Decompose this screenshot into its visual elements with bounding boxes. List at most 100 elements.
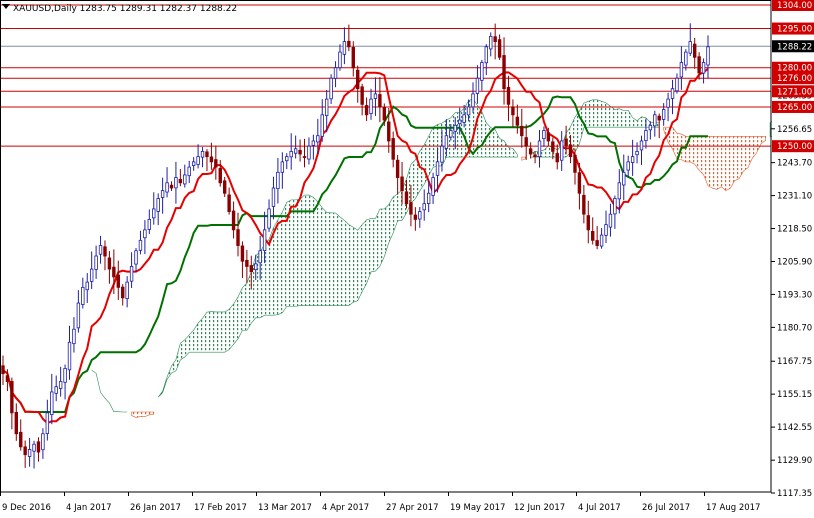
candle: [302, 138, 307, 168]
candle: [50, 373, 54, 425]
y-tick-label: 1180.70: [777, 323, 812, 333]
candle: [528, 142, 533, 159]
candle: [103, 240, 107, 271]
candle: [267, 199, 271, 232]
candle: [697, 52, 701, 80]
candle-body: [165, 182, 169, 193]
level-label-background: [772, 72, 814, 85]
level-label-background: [772, 61, 814, 74]
candle-body: [121, 286, 125, 299]
candle: [45, 399, 50, 441]
candle-body: [245, 259, 249, 267]
candle-body: [568, 144, 573, 158]
indicator-lines: [2, 68, 709, 425]
candle: [422, 189, 426, 221]
candle-body: [449, 130, 453, 138]
candle: [293, 135, 298, 159]
level-label[interactable]: 1280.00: [772, 61, 814, 74]
candle: [205, 149, 209, 172]
current-price-background: [772, 40, 814, 53]
candle: [152, 192, 156, 225]
level-label[interactable]: 1276.00: [772, 72, 814, 85]
candle: [520, 108, 524, 148]
candle-body: [36, 441, 41, 453]
candle-body: [431, 177, 435, 196]
candle: [418, 206, 422, 228]
x-tick-label: 27 Apr 2017: [386, 503, 439, 513]
candle: [502, 37, 506, 105]
candle-body: [684, 51, 688, 66]
candle-body: [5, 375, 10, 382]
candle-body: [622, 171, 626, 186]
candle-body: [502, 55, 506, 90]
candle-body: [418, 211, 422, 220]
candle: [706, 35, 710, 79]
candle: [701, 58, 706, 84]
candle-body: [298, 149, 302, 155]
candle: [387, 107, 391, 153]
candle: [679, 46, 684, 90]
candle: [382, 103, 387, 126]
candle: [604, 210, 608, 243]
candle-body: [214, 159, 218, 168]
candle-body: [666, 98, 670, 108]
candle: [591, 217, 595, 245]
candle: [444, 119, 449, 157]
candle-body: [174, 177, 178, 189]
candle-body: [209, 156, 214, 163]
candle: [125, 276, 129, 308]
candle-body: [378, 94, 382, 108]
candle: [360, 83, 364, 116]
candle: [169, 181, 174, 191]
candle: [675, 73, 679, 94]
candle-body: [258, 250, 262, 264]
candle-body: [639, 140, 644, 151]
level-label[interactable]: 1265.00: [772, 100, 814, 113]
candle-body: [373, 93, 378, 99]
x-tick-label: 12 Jun 2017: [514, 503, 565, 513]
horizontal-levels: [0, 4, 771, 147]
candle: [449, 124, 453, 141]
candle: [19, 419, 23, 451]
candle: [568, 135, 573, 164]
candle-body: [178, 179, 183, 184]
candle-body: [599, 234, 604, 247]
candle-body: [169, 184, 174, 189]
level-label-text: 1276.00: [777, 74, 812, 84]
level-label[interactable]: 1304.00: [772, 0, 814, 11]
candle: [413, 207, 418, 231]
candle: [98, 235, 103, 264]
candle: [466, 99, 471, 122]
candle: [276, 157, 280, 204]
candle-body: [697, 56, 701, 74]
candle: [471, 82, 475, 113]
candle: [329, 74, 333, 104]
candle-body: [533, 154, 537, 158]
candle: [1, 355, 5, 386]
candle-body: [515, 116, 520, 126]
level-label-background: [772, 140, 814, 153]
candle: [81, 277, 85, 309]
kijun-sen-line: [2, 95, 708, 413]
candle: [639, 135, 644, 165]
candle: [54, 375, 58, 402]
symbol-dropdown-icon[interactable]: [2, 4, 10, 9]
candle-body: [338, 51, 342, 69]
candle: [373, 77, 378, 116]
candle: [324, 89, 329, 133]
candle: [551, 137, 555, 160]
candle: [316, 118, 320, 154]
candle-body: [125, 281, 129, 299]
level-label[interactable]: 1250.00: [772, 140, 814, 153]
candle-body: [360, 86, 364, 105]
level-label[interactable]: 1295.00: [772, 22, 814, 35]
candle: [214, 145, 218, 180]
candle: [657, 113, 661, 139]
candle-body: [63, 368, 67, 383]
candle-body: [307, 145, 311, 160]
candle-body: [484, 46, 489, 64]
level-label[interactable]: 1271.00: [772, 85, 814, 98]
y-tick-label: 1231.10: [777, 192, 812, 202]
